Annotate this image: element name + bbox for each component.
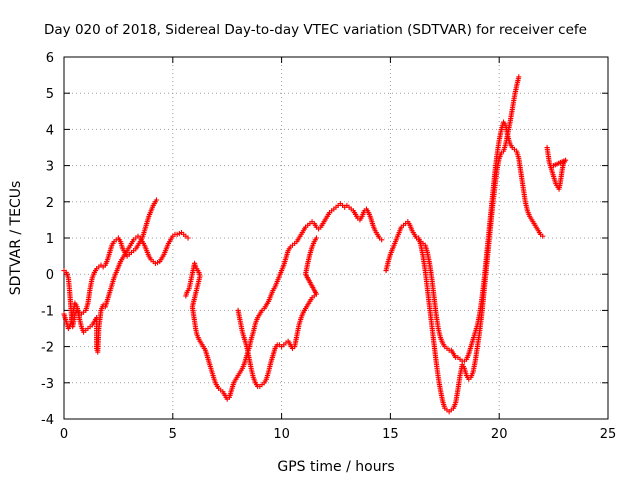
y-axis-label: SDTVAR / TECUs	[8, 181, 24, 296]
y-tick-label: 1	[46, 232, 54, 247]
y-tick-label: 0	[46, 268, 54, 283]
data-point	[153, 197, 160, 203]
data-point	[185, 235, 191, 241]
y-tick-label: 5	[46, 87, 54, 102]
grid-lines	[64, 57, 608, 419]
data-point	[313, 235, 320, 241]
axis-ticks: 0 5 10 15 20 25 -4 -3 -2 -1 0 1 2 3 4 5 6	[41, 51, 616, 442]
y-tick-label: 3	[46, 160, 54, 175]
x-tick-label: 5	[169, 427, 177, 442]
data-point	[516, 74, 522, 80]
y-tick-label: 2	[46, 196, 54, 211]
x-tick-label: 0	[60, 427, 68, 442]
chart-title: Day 020 of 2018, Sidereal Day-to-day VTE…	[44, 22, 587, 38]
x-tick-label: 10	[273, 427, 290, 442]
data-points	[61, 74, 569, 415]
y-tick-label: -1	[41, 304, 54, 319]
y-tick-label: -2	[41, 341, 54, 356]
x-tick-label: 15	[382, 427, 399, 442]
data-point	[379, 237, 385, 243]
y-tick-label: 4	[46, 123, 54, 138]
y-tick-label: -4	[41, 413, 54, 428]
data-point	[540, 233, 546, 239]
data-point	[551, 163, 557, 169]
x-tick-label: 25	[600, 427, 617, 442]
y-tick-label: 6	[46, 51, 54, 66]
x-tick-label: 20	[491, 427, 508, 442]
y-tick-label: -3	[41, 377, 54, 392]
x-axis-label: GPS time / hours	[277, 459, 394, 475]
